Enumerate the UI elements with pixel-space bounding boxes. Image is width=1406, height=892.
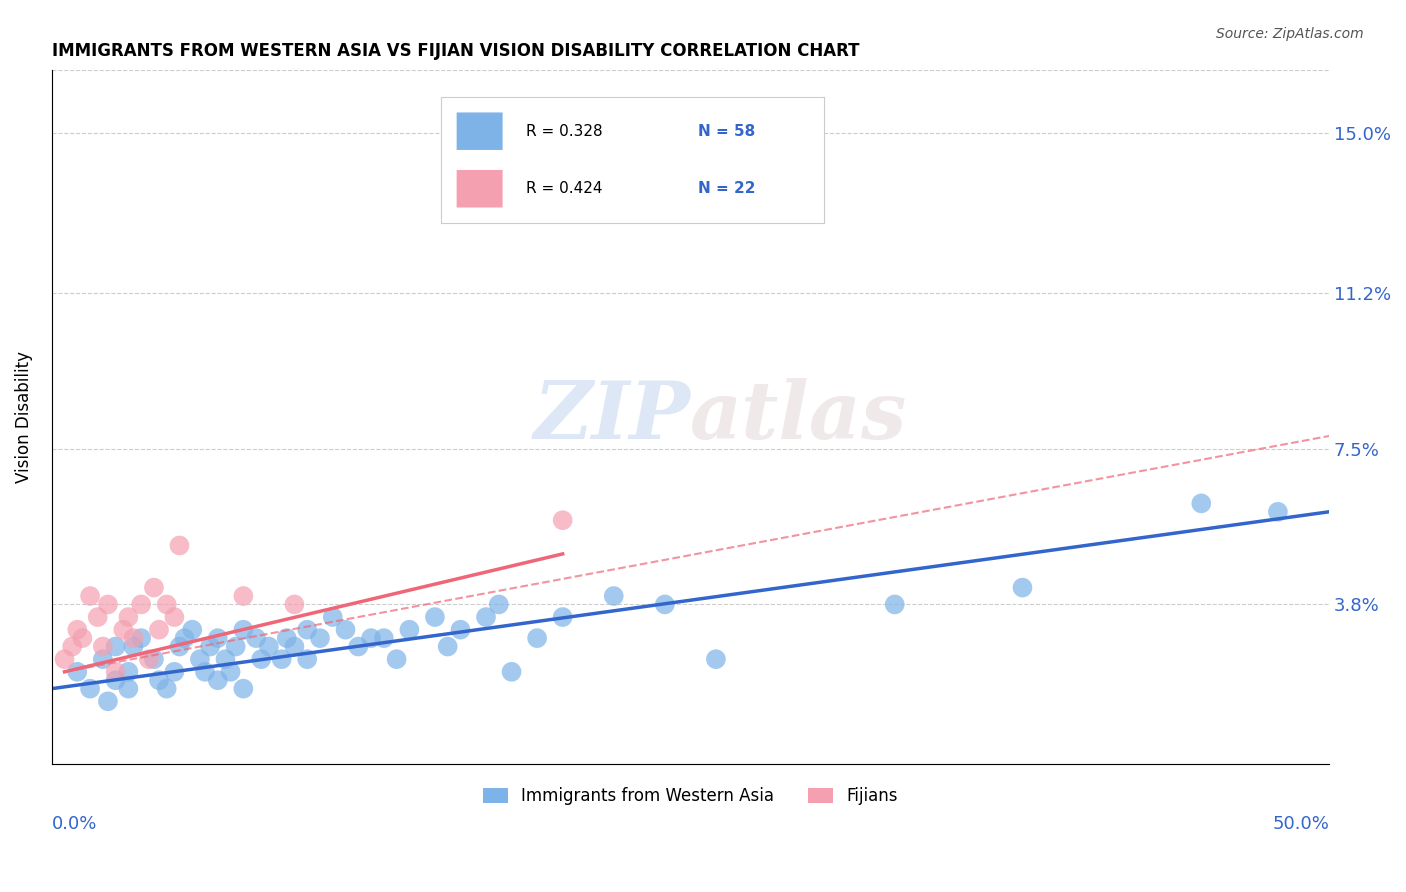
Text: 50.0%: 50.0% [1272, 815, 1329, 833]
Point [488, 598, 510, 612]
Text: IMMIGRANTS FROM WESTERN ASIA VS FIJIAN VISION DISABILITY CORRELATION CHART: IMMIGRANTS FROM WESTERN ASIA VS FIJIAN V… [52, 42, 859, 60]
Point [423, 610, 446, 624]
Point [232, 681, 254, 696]
Point [704, 652, 727, 666]
Point [1011, 581, 1033, 595]
Point [117, 665, 139, 679]
Point [112, 623, 135, 637]
Text: ZIP: ZIP [533, 378, 690, 456]
Point [450, 623, 472, 637]
Point [270, 652, 292, 666]
Point [551, 610, 574, 624]
Point [117, 610, 139, 624]
Point [398, 623, 420, 637]
Point [91, 640, 114, 654]
Point [66, 623, 89, 637]
Point [79, 681, 101, 696]
Point [654, 598, 676, 612]
Point [295, 623, 318, 637]
Point [214, 652, 236, 666]
Point [232, 623, 254, 637]
Point [117, 681, 139, 696]
Point [551, 513, 574, 527]
Point [603, 589, 626, 603]
Point [97, 598, 120, 612]
Point [79, 589, 101, 603]
Point [104, 673, 127, 688]
Point [309, 631, 332, 645]
Point [198, 640, 221, 654]
Point [501, 665, 523, 679]
Point [163, 610, 186, 624]
Point [163, 665, 186, 679]
Point [347, 640, 370, 654]
Point [385, 652, 408, 666]
Point [104, 640, 127, 654]
Point [250, 652, 273, 666]
Point [60, 640, 83, 654]
Point [104, 665, 127, 679]
Point [436, 640, 458, 654]
Point [169, 640, 191, 654]
Text: 0.0%: 0.0% [52, 815, 97, 833]
Point [66, 665, 89, 679]
Point [232, 589, 254, 603]
Point [322, 610, 344, 624]
Point [276, 631, 298, 645]
Point [91, 652, 114, 666]
Point [257, 640, 280, 654]
Y-axis label: Vision Disability: Vision Disability [15, 351, 32, 483]
Point [142, 581, 165, 595]
Point [138, 652, 160, 666]
Point [335, 623, 357, 637]
Point [53, 652, 76, 666]
Point [225, 640, 247, 654]
Point [245, 631, 267, 645]
Point [181, 623, 204, 637]
Point [156, 598, 179, 612]
Point [188, 652, 211, 666]
Point [142, 652, 165, 666]
Point [1189, 496, 1212, 510]
Point [148, 623, 170, 637]
Point [883, 598, 905, 612]
Point [526, 631, 548, 645]
Point [373, 631, 395, 645]
Point [475, 610, 498, 624]
Point [194, 665, 217, 679]
Point [122, 631, 145, 645]
Text: Source: ZipAtlas.com: Source: ZipAtlas.com [1216, 27, 1364, 41]
Point [129, 631, 152, 645]
Point [219, 665, 242, 679]
Point [283, 640, 305, 654]
Point [87, 610, 110, 624]
Point [129, 598, 152, 612]
Point [169, 539, 191, 553]
Point [207, 673, 229, 688]
Point [72, 631, 94, 645]
Point [207, 631, 229, 645]
Point [173, 631, 195, 645]
Text: atlas: atlas [690, 378, 908, 456]
Point [122, 640, 145, 654]
Legend: Immigrants from Western Asia, Fijians: Immigrants from Western Asia, Fijians [477, 780, 904, 812]
Point [148, 673, 170, 688]
Point [295, 652, 318, 666]
Point [283, 598, 305, 612]
Point [1267, 505, 1289, 519]
Point [360, 631, 382, 645]
Point [156, 681, 179, 696]
Point [97, 694, 120, 708]
